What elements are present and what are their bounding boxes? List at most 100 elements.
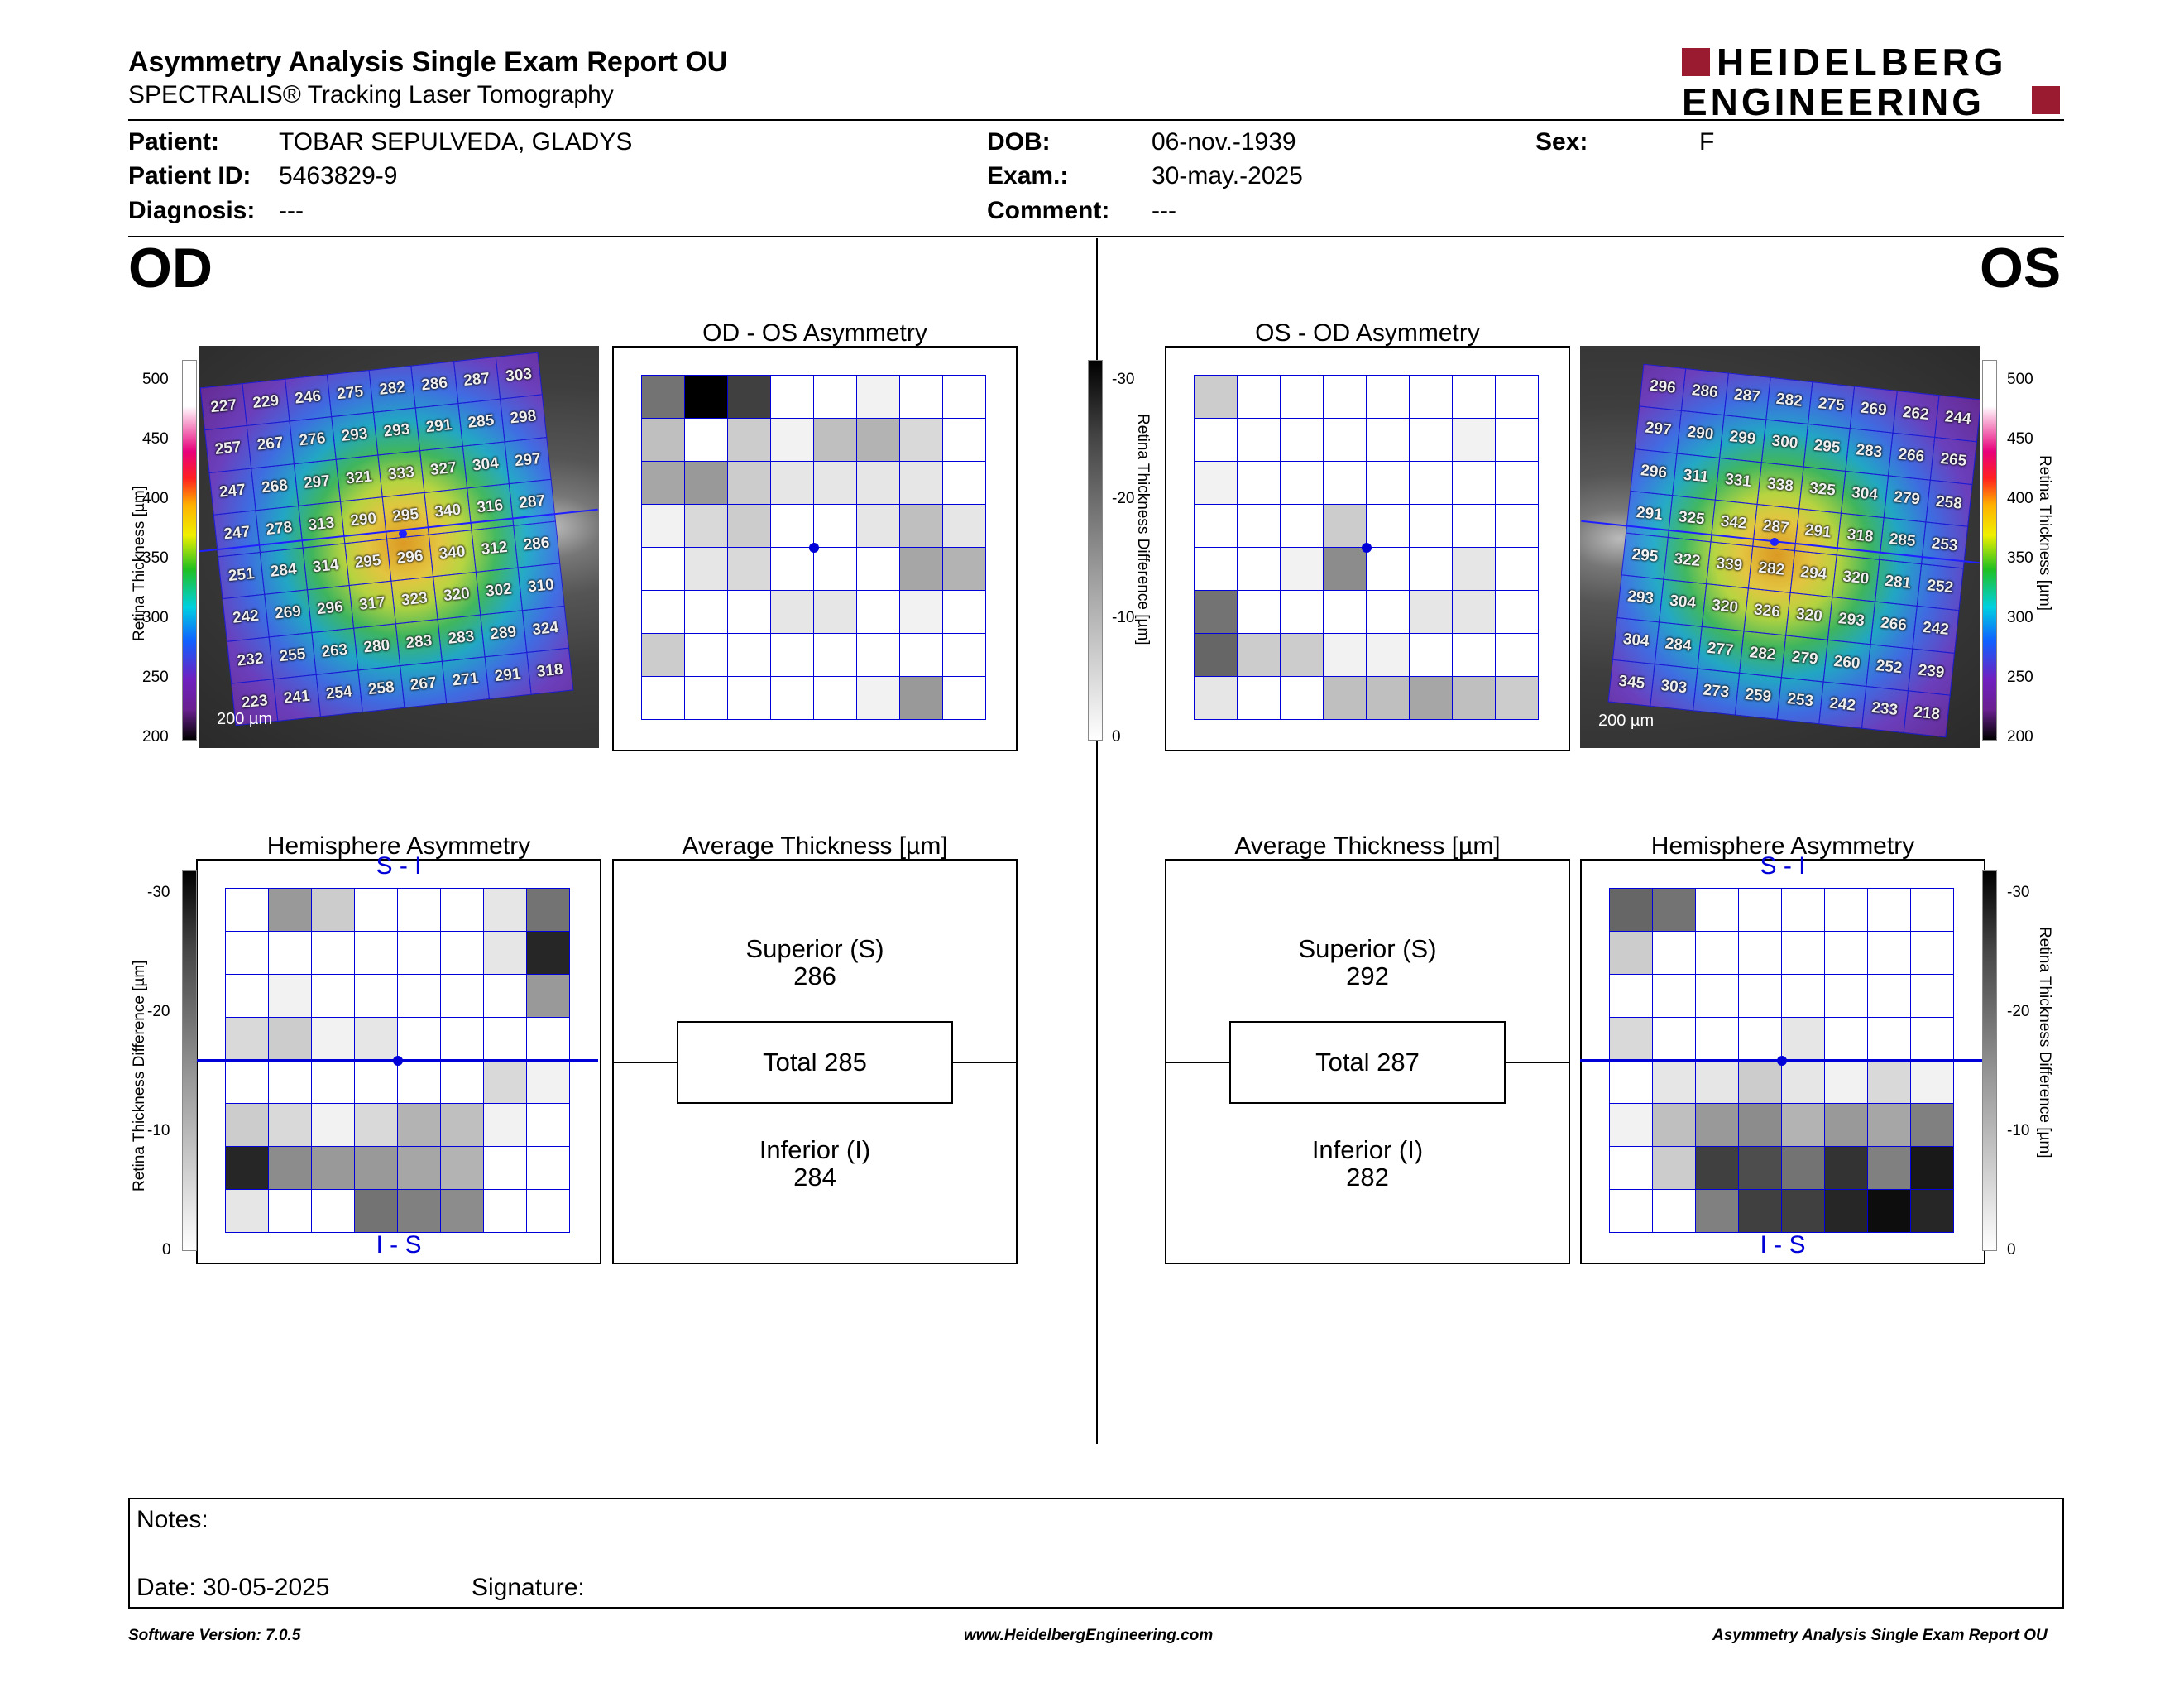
od-thickness-value: 263	[320, 640, 349, 661]
os-asymmetry-cell	[1237, 375, 1281, 419]
od-asymmetry-cell	[942, 633, 986, 677]
os-asymmetry-cell	[1495, 461, 1539, 505]
os-hemisphere-cell	[1867, 1017, 1911, 1061]
os-hemisphere-cell	[1910, 931, 1954, 975]
center-tick-0: 0	[1112, 728, 1121, 746]
od-asymmetry-cell	[684, 418, 728, 462]
os-asymmetry-cell	[1366, 676, 1410, 720]
od-thickness-cell: 278	[255, 505, 304, 554]
od-thickness-cell: 286	[512, 520, 561, 568]
os-thickness-cell: 304	[1841, 470, 1889, 518]
od-thickness-value: 229	[251, 391, 280, 413]
os-thickness-cell: 304	[1612, 616, 1660, 664]
od-asymmetry-cell	[899, 504, 943, 548]
od-thickness-value: 293	[340, 425, 369, 446]
od-thickness-cell: 280	[352, 622, 401, 671]
os-asymmetry-cell	[1409, 547, 1453, 591]
od-thickness-value: 333	[387, 463, 415, 483]
os-asymmetry-cell	[1280, 461, 1324, 505]
od-asymmetry-cell	[641, 590, 685, 634]
od-thickness-axis-label: Retina Thickness [µm]	[131, 486, 148, 641]
os-hemisphere-cell	[1695, 931, 1739, 975]
od-asymmetry-cell	[856, 590, 900, 634]
exam-value: 30-may.-2025	[1152, 162, 1303, 189]
os-thickness-value: 320	[1842, 568, 1870, 588]
os-asymmetry-cell	[1452, 418, 1496, 462]
os-thickness-cell: 244	[1933, 395, 1980, 443]
os-hemi-tick-10: -10	[2007, 1122, 2030, 1139]
os-hemisphere-fovea-dot	[1777, 1056, 1787, 1066]
od-asymmetry-cell	[813, 504, 857, 548]
od-asymmetry-cell	[684, 375, 728, 419]
os-asymmetry-cell	[1194, 461, 1238, 505]
od-thickness-value: 297	[303, 472, 331, 492]
os-asymmetry-cell	[1194, 676, 1238, 720]
footer-report-name: Asymmetry Analysis Single Exam Report OU	[1712, 1627, 2048, 1644]
od-inferior-label: Inferior (I)	[759, 1135, 871, 1164]
os-hemisphere-cell	[1652, 931, 1696, 975]
os-thickness-value: 233	[1870, 698, 1899, 719]
od-hemisphere-cell	[440, 1060, 484, 1104]
od-asymmetry-fovea-dot	[809, 543, 819, 553]
os-thickness-cell: 345	[1607, 659, 1656, 707]
od-thickness-value: 295	[391, 505, 420, 525]
os-hemisphere-cell	[1824, 888, 1868, 932]
od-hemisphere-cell	[225, 1060, 269, 1104]
od-hemisphere-title: Hemisphere Asymmetry	[266, 832, 531, 860]
od-asymmetry-title: OD - OS Asymmetry	[702, 319, 927, 347]
os-thickness-cell: 242	[1818, 681, 1866, 729]
od-total-box: Total 285	[677, 1021, 953, 1104]
exam-label: Exam.:	[987, 162, 1069, 189]
os-thickness-cell: 286	[1681, 368, 1729, 416]
od-tick-300: 300	[142, 609, 169, 626]
os-hemisphere-cell	[1652, 1146, 1696, 1190]
od-hemisphere-cell	[483, 1060, 527, 1104]
od-thickness-cell: 297	[293, 458, 341, 506]
os-asymmetry-cell	[1452, 547, 1496, 591]
od-thickness-value: 278	[265, 518, 294, 539]
od-thickness-value: 291	[493, 664, 522, 686]
os-thickness-value: 322	[1673, 550, 1702, 571]
os-thickness-value: 269	[1859, 399, 1888, 420]
os-thickness-value: 286	[1690, 381, 1719, 402]
comment-label: Comment:	[987, 197, 1110, 224]
od-thickness-value: 287	[518, 492, 547, 512]
os-thickness-colorbar	[1982, 360, 1997, 741]
od-thickness-value: 268	[261, 476, 289, 496]
od-hemisphere-cell	[354, 931, 398, 975]
od-hemisphere-cell	[354, 1017, 398, 1061]
os-thickness-cell: 277	[1696, 626, 1745, 674]
os-asymmetry-cell	[1194, 590, 1238, 634]
os-tick-250: 250	[2007, 669, 2033, 686]
os-thickness-value: 275	[1817, 395, 1846, 415]
od-thickness-value: 258	[366, 678, 395, 699]
od-thickness-value: 324	[531, 618, 560, 639]
os-thickness-value: 304	[1851, 483, 1879, 504]
od-thickness-value: 247	[223, 523, 251, 544]
od-hemisphere-cell	[354, 1146, 398, 1190]
os-hemisphere-cell	[1824, 1146, 1868, 1190]
os-thickness-cell: 266	[1870, 601, 1918, 650]
od-hemisphere-cell	[354, 974, 398, 1018]
os-thickness-value: 294	[1799, 563, 1828, 584]
os-hemisphere-grid	[1609, 888, 1954, 1233]
od-hemisphere-cell	[483, 1103, 527, 1147]
os-asymmetry-cell	[1194, 418, 1238, 462]
footer-website[interactable]: www.HeidelbergEngineering.com	[964, 1627, 1214, 1644]
od-hemi-tick-30: -30	[147, 884, 170, 901]
sex-label: Sex:	[1535, 128, 1588, 156]
signature-label: Signature:	[472, 1574, 585, 1601]
os-hemisphere-cell	[1867, 1189, 1911, 1233]
od-thickness-cell: 285	[457, 398, 505, 447]
od-hemisphere-cell	[440, 1189, 484, 1233]
od-thickness-value: 304	[472, 454, 500, 475]
od-thickness-value: 285	[467, 412, 496, 433]
notes-box: Notes: Date: 30-05-2025 Signature:	[128, 1498, 2064, 1609]
od-thickness-value: 296	[316, 598, 344, 619]
od-asymmetry-cell	[684, 676, 728, 720]
os-thickness-cell: 287	[1723, 372, 1771, 420]
os-asymmetry-cell	[1409, 590, 1453, 634]
os-thickness-cell: 322	[1663, 536, 1712, 585]
os-thickness-value: 338	[1766, 474, 1794, 496]
od-tick-500: 500	[142, 371, 169, 388]
